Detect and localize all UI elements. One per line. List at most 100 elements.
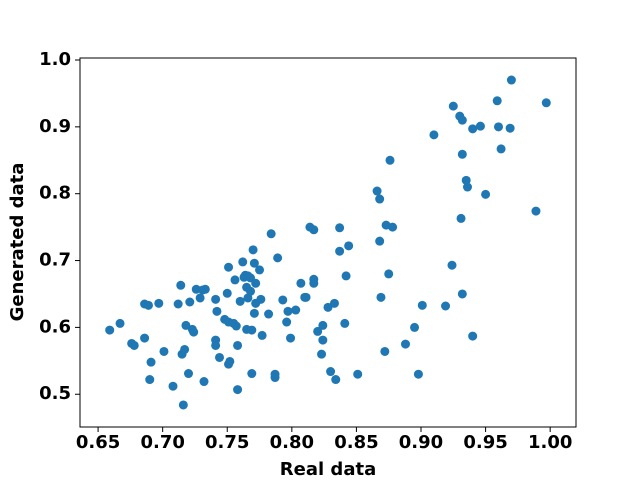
point — [222, 288, 232, 298]
point — [494, 122, 503, 132]
point — [168, 381, 178, 391]
plot-frame — [79, 57, 577, 428]
point — [185, 297, 195, 307]
x-tick-label: 0.80 — [270, 432, 314, 453]
point — [375, 194, 385, 204]
point — [457, 115, 467, 125]
point — [173, 299, 183, 309]
point — [176, 280, 186, 290]
point — [447, 260, 457, 270]
point — [506, 75, 516, 85]
point — [181, 320, 191, 330]
point — [376, 292, 386, 302]
point — [286, 333, 296, 343]
point — [380, 346, 390, 356]
point — [335, 246, 345, 256]
point — [353, 369, 363, 379]
x-tick-label: 0.90 — [399, 432, 443, 453]
point — [184, 369, 193, 379]
point — [475, 121, 485, 131]
point — [115, 318, 125, 328]
point — [323, 302, 333, 312]
point — [211, 340, 221, 350]
point — [225, 356, 235, 366]
point — [335, 223, 345, 233]
point — [468, 124, 478, 134]
point — [129, 340, 139, 350]
point — [329, 298, 339, 308]
point — [492, 96, 502, 106]
point — [248, 245, 258, 255]
point — [233, 385, 243, 395]
point — [278, 295, 288, 305]
point — [215, 352, 224, 362]
point — [372, 186, 382, 196]
point — [296, 278, 306, 288]
point — [457, 149, 467, 159]
point — [429, 130, 439, 140]
point — [410, 322, 420, 332]
y-tick-label: 1.0 — [39, 49, 71, 70]
y-tick-label: 0.9 — [39, 116, 71, 137]
point — [441, 301, 451, 311]
point — [224, 262, 234, 272]
point — [341, 271, 351, 281]
point — [154, 298, 164, 308]
point — [463, 182, 472, 192]
point — [309, 225, 319, 235]
x-tick-label: 0.65 — [76, 432, 120, 453]
point — [541, 98, 551, 108]
y-tick-label: 0.6 — [39, 316, 71, 337]
point — [481, 189, 491, 199]
point — [189, 327, 199, 337]
point — [531, 206, 541, 216]
point — [145, 375, 155, 385]
point — [317, 349, 327, 359]
point — [199, 377, 209, 387]
point — [249, 308, 259, 318]
point — [251, 278, 261, 288]
x-tick-label: 1.00 — [528, 432, 572, 453]
point — [456, 213, 466, 223]
x-tick-label: 0.70 — [140, 432, 184, 453]
point — [457, 289, 467, 299]
point — [331, 375, 341, 385]
point — [233, 340, 243, 350]
point — [256, 294, 266, 304]
point — [180, 344, 190, 354]
point — [140, 333, 150, 343]
point — [291, 305, 301, 315]
point — [246, 286, 255, 296]
y-tick-label: 0.7 — [39, 250, 71, 271]
point — [143, 300, 153, 310]
point — [318, 320, 328, 330]
point — [401, 339, 410, 349]
point — [413, 369, 423, 379]
point — [255, 265, 265, 275]
point — [230, 275, 240, 285]
point — [235, 296, 245, 306]
point — [468, 331, 478, 341]
x-tick-label: 0.85 — [334, 432, 378, 453]
point — [461, 175, 471, 185]
point — [264, 309, 274, 319]
point — [448, 101, 458, 111]
point — [496, 144, 506, 154]
point — [200, 284, 210, 294]
x-axis-title: Real data — [280, 459, 376, 480]
point — [505, 123, 515, 133]
x-tick-label: 0.75 — [205, 432, 249, 453]
point — [270, 369, 280, 379]
y-tick-label: 0.8 — [39, 183, 71, 204]
point — [388, 222, 398, 232]
point — [195, 293, 205, 303]
point — [385, 155, 395, 165]
point — [247, 369, 257, 379]
point — [273, 253, 283, 263]
point — [212, 306, 222, 316]
point — [326, 367, 336, 377]
point — [178, 400, 188, 410]
point — [247, 325, 257, 335]
y-tick-label: 0.5 — [39, 383, 71, 404]
